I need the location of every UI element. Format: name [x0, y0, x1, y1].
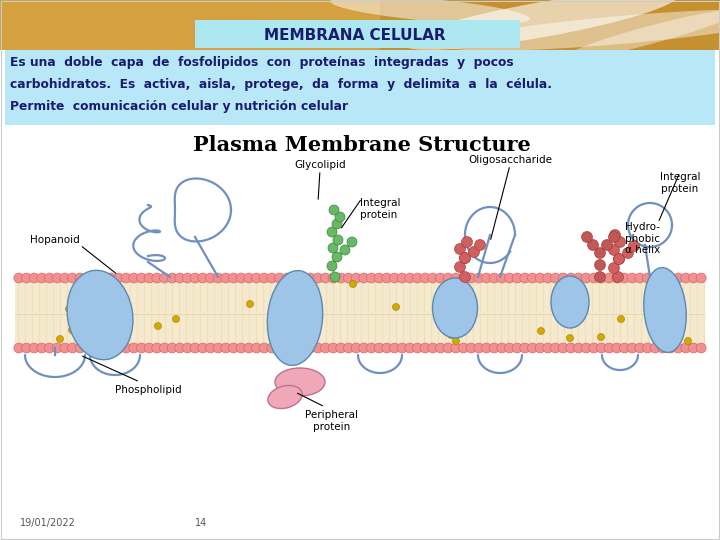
- Circle shape: [665, 273, 675, 283]
- Circle shape: [405, 273, 415, 283]
- Circle shape: [413, 273, 423, 283]
- Circle shape: [462, 237, 472, 247]
- Circle shape: [251, 343, 261, 353]
- Circle shape: [505, 343, 515, 353]
- Circle shape: [114, 343, 124, 353]
- Circle shape: [297, 273, 307, 283]
- Text: Hopanoid: Hopanoid: [30, 235, 80, 245]
- Text: Integral
protein: Integral protein: [360, 198, 400, 220]
- Circle shape: [205, 343, 215, 353]
- Circle shape: [482, 273, 492, 283]
- Circle shape: [696, 343, 706, 353]
- Circle shape: [343, 343, 354, 353]
- Circle shape: [78, 282, 84, 289]
- Circle shape: [366, 343, 377, 353]
- Circle shape: [259, 343, 269, 353]
- Circle shape: [459, 343, 469, 353]
- Circle shape: [83, 273, 93, 283]
- Circle shape: [343, 273, 354, 283]
- Circle shape: [282, 273, 292, 283]
- Circle shape: [236, 343, 246, 353]
- Circle shape: [448, 332, 454, 339]
- Ellipse shape: [402, 0, 678, 50]
- Circle shape: [551, 343, 560, 353]
- Circle shape: [83, 343, 93, 353]
- Circle shape: [566, 273, 576, 283]
- Circle shape: [267, 343, 276, 353]
- FancyBboxPatch shape: [195, 20, 520, 48]
- Circle shape: [167, 273, 177, 283]
- Circle shape: [213, 273, 223, 283]
- Circle shape: [512, 343, 522, 353]
- Ellipse shape: [551, 276, 589, 328]
- Circle shape: [22, 343, 32, 353]
- Circle shape: [30, 273, 39, 283]
- Text: carbohidratos.  Es  activa,  aisla,  protege,  da  forma  y  delimita  a  la  cé: carbohidratos. Es activa, aisla, protege…: [10, 78, 552, 91]
- Circle shape: [459, 253, 470, 264]
- Circle shape: [374, 273, 384, 283]
- Circle shape: [137, 343, 146, 353]
- Circle shape: [635, 343, 645, 353]
- Circle shape: [198, 273, 208, 283]
- Circle shape: [543, 343, 553, 353]
- Circle shape: [598, 334, 605, 341]
- Circle shape: [98, 273, 108, 283]
- Circle shape: [681, 343, 690, 353]
- Circle shape: [520, 343, 530, 353]
- FancyBboxPatch shape: [5, 50, 715, 125]
- Text: Oligosaccharide: Oligosaccharide: [468, 155, 552, 165]
- Circle shape: [428, 273, 438, 283]
- Circle shape: [489, 273, 499, 283]
- Circle shape: [327, 261, 337, 271]
- Circle shape: [332, 252, 342, 262]
- Circle shape: [221, 273, 231, 283]
- Circle shape: [175, 273, 185, 283]
- Circle shape: [650, 273, 660, 283]
- Circle shape: [290, 273, 300, 283]
- Circle shape: [45, 273, 55, 283]
- Circle shape: [635, 273, 645, 283]
- Ellipse shape: [275, 368, 325, 396]
- Circle shape: [497, 273, 507, 283]
- Text: Integral
protein: Integral protein: [660, 172, 701, 194]
- Circle shape: [14, 273, 24, 283]
- Text: 14: 14: [195, 518, 207, 528]
- Circle shape: [175, 343, 185, 353]
- Circle shape: [608, 232, 619, 242]
- Text: Peripheral
protein: Peripheral protein: [305, 410, 359, 431]
- Circle shape: [305, 343, 315, 353]
- Circle shape: [335, 212, 345, 222]
- Circle shape: [642, 273, 652, 283]
- Circle shape: [56, 335, 63, 342]
- Circle shape: [459, 273, 469, 283]
- Circle shape: [246, 300, 253, 307]
- Circle shape: [167, 343, 177, 353]
- Circle shape: [328, 343, 338, 353]
- Circle shape: [581, 343, 591, 353]
- Circle shape: [182, 343, 192, 353]
- Circle shape: [497, 343, 507, 353]
- Circle shape: [121, 273, 131, 283]
- Circle shape: [454, 244, 466, 254]
- Circle shape: [413, 343, 423, 353]
- Circle shape: [610, 230, 621, 240]
- Ellipse shape: [67, 271, 133, 360]
- Circle shape: [75, 273, 85, 283]
- Circle shape: [658, 343, 668, 353]
- Circle shape: [205, 273, 215, 283]
- Ellipse shape: [268, 386, 302, 409]
- Circle shape: [558, 273, 568, 283]
- Circle shape: [14, 343, 24, 353]
- Circle shape: [451, 343, 461, 353]
- Circle shape: [436, 273, 446, 283]
- Ellipse shape: [563, 10, 720, 60]
- Circle shape: [349, 280, 356, 287]
- Circle shape: [190, 273, 200, 283]
- Circle shape: [347, 237, 357, 247]
- Circle shape: [336, 273, 346, 283]
- Circle shape: [155, 322, 161, 329]
- Circle shape: [274, 343, 284, 353]
- Circle shape: [574, 343, 583, 353]
- Circle shape: [37, 273, 47, 283]
